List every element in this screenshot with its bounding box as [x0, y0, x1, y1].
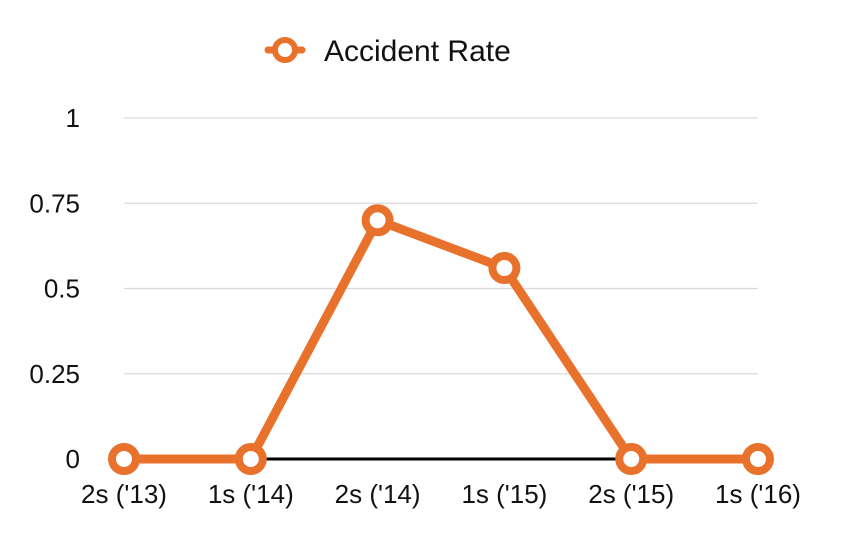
legend: Accident Rate: [264, 35, 511, 68]
y-axis-ticks: 0 0.25 0.5 0.75 1: [29, 103, 80, 474]
x-tick-label: 1s ('16): [715, 479, 801, 509]
x-tick-label: 1s ('14): [208, 479, 294, 509]
y-tick-label: 0.25: [29, 359, 80, 389]
x-axis-ticks: 2s ('13) 1s ('14) 2s ('14) 1s ('15) 2s ('15)…: [81, 479, 801, 509]
legend-point-marker: [272, 37, 298, 63]
x-tick-label: 2s ('15): [588, 479, 674, 509]
data-point: [234, 443, 267, 475]
y-tick-label: 0: [66, 444, 80, 474]
y-tick-label: 0.75: [29, 188, 80, 218]
data-point: [742, 443, 774, 475]
x-tick-label: 2s ('13): [81, 479, 167, 509]
data-point: [488, 252, 521, 285]
data-point: [615, 443, 648, 475]
y-tick-label: 1: [66, 103, 80, 133]
data-point: [108, 443, 140, 475]
y-tick-label: 0.5: [44, 274, 80, 304]
data-point: [361, 204, 394, 237]
series-group: [108, 204, 774, 475]
x-tick-label: 2s ('14): [335, 479, 421, 509]
series-line: [119, 215, 763, 464]
x-tick-label: 1s ('15): [461, 479, 547, 509]
grid: [124, 117, 758, 375]
legend-label: Accident Rate: [324, 35, 511, 68]
